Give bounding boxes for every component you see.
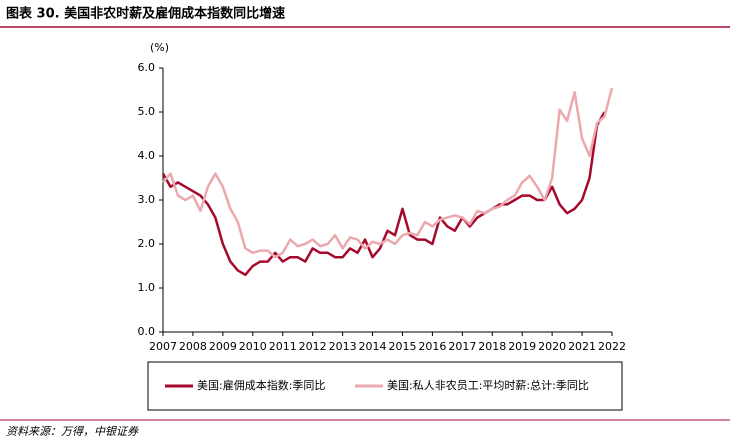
series-line <box>161 111 606 277</box>
y-tick-label: 0.0 <box>138 325 156 338</box>
y-unit: (%) <box>150 41 169 54</box>
y-tick-label: 2.0 <box>138 237 156 250</box>
x-tick-label: 2018 <box>478 340 506 353</box>
x-tick-label: 2019 <box>508 340 536 353</box>
y-tick-label: 6.0 <box>138 61 156 74</box>
x-tick-label: 2020 <box>538 340 566 353</box>
x-tick-label: 2022 <box>598 340 626 353</box>
y-tick-label: 5.0 <box>138 105 156 118</box>
x-tick-label: 2015 <box>388 340 416 353</box>
y-tick-label: 4.0 <box>138 149 156 162</box>
x-tick-label: 2008 <box>179 340 207 353</box>
x-tick-label: 2017 <box>448 340 476 353</box>
y-tick-label: 1.0 <box>138 281 156 294</box>
y-tick-label: 3.0 <box>138 193 156 206</box>
series-line <box>162 87 614 259</box>
x-tick-label: 2010 <box>239 340 267 353</box>
x-tick-label: 2011 <box>269 340 297 353</box>
legend-label: 美国:私人非农员工:平均时薪:总计:季同比 <box>387 378 589 392</box>
legend-box <box>147 361 623 411</box>
chart-title: 图表 30. 美国非农时薪及雇佣成本指数同比增速 <box>6 6 285 22</box>
x-tick-label: 2013 <box>329 340 357 353</box>
x-tick-label: 2007 <box>149 340 177 353</box>
x-tick-label: 2021 <box>568 340 596 353</box>
x-tick-label: 2014 <box>359 340 387 353</box>
legend-label: 美国:雇佣成本指数:季同比 <box>197 378 325 392</box>
x-tick-label: 2012 <box>299 340 327 353</box>
source: 资料来源：万得，中银证券 <box>6 425 139 438</box>
x-tick-label: 2016 <box>418 340 446 353</box>
x-tick-label: 2009 <box>209 340 237 353</box>
